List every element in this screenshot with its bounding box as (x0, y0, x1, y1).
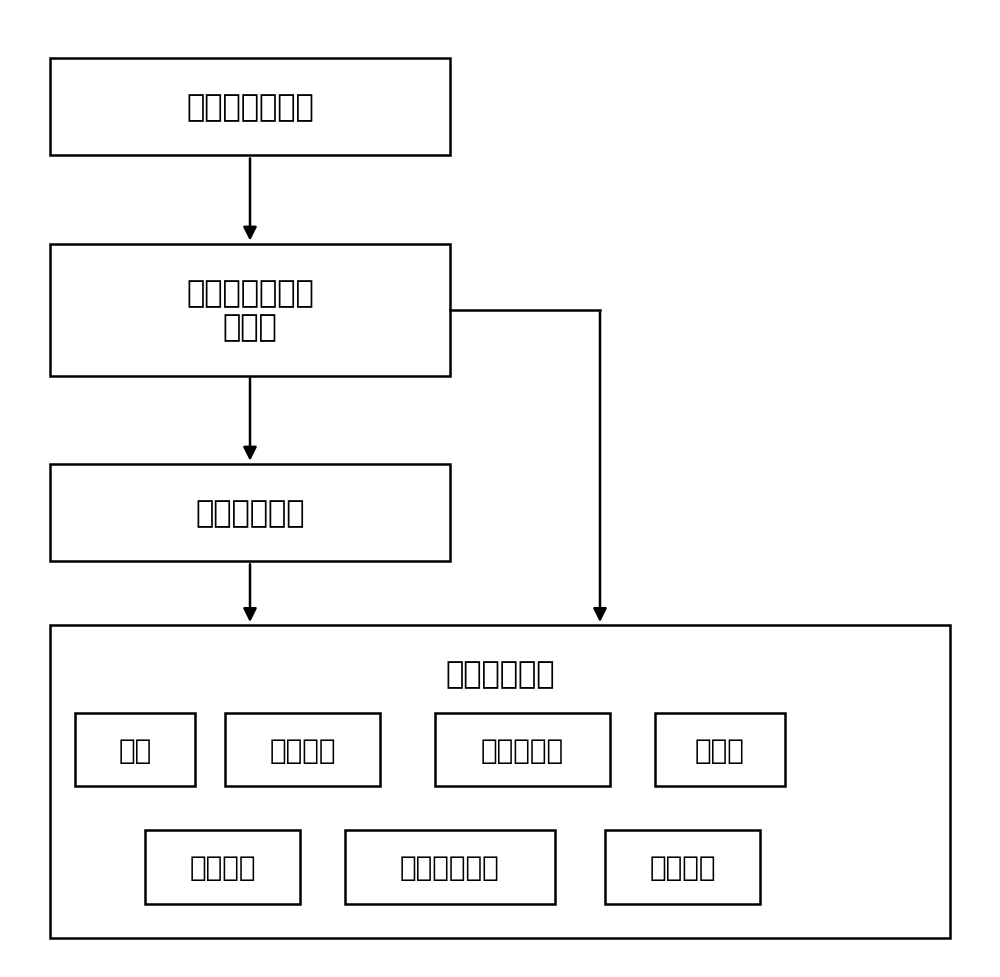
Text: 相关参数测定: 相关参数测定 (445, 659, 555, 689)
Bar (50, 244, 450, 376)
Text: 凝聚体尺寸: 凝聚体尺寸 (481, 736, 564, 764)
Text: 粘度: 粘度 (118, 736, 152, 764)
Bar (50, 464, 450, 562)
Bar (605, 830, 760, 904)
Text: 残余阻力系数: 残余阻力系数 (400, 853, 500, 881)
Text: 岩心剪切装置: 岩心剪切装置 (195, 498, 305, 528)
Bar (435, 713, 610, 786)
Bar (345, 830, 555, 904)
Bar (145, 830, 300, 904)
Bar (50, 59, 450, 156)
Bar (655, 713, 785, 786)
Text: 近井地带剪切模
拟装置: 近井地带剪切模 拟装置 (186, 278, 314, 342)
Bar (75, 713, 195, 786)
Text: 阻力系数: 阻力系数 (189, 853, 256, 881)
Text: 流变性: 流变性 (695, 736, 745, 764)
Bar (225, 713, 380, 786)
Text: 微观结构: 微观结构 (269, 736, 336, 764)
Text: 驱油效果: 驱油效果 (649, 853, 716, 881)
Bar (50, 625, 950, 938)
Text: 待测聚合物溶液: 待测聚合物溶液 (186, 93, 314, 122)
